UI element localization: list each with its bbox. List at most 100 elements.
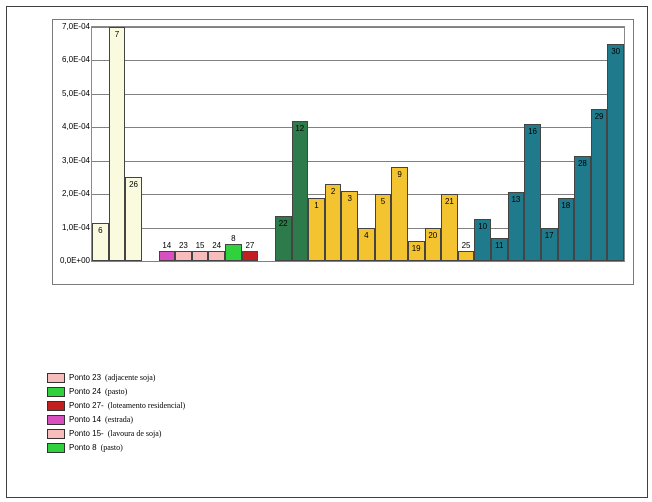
- bar-label: 20: [426, 231, 441, 240]
- legend-swatch: [47, 373, 65, 383]
- bar-label: 18: [559, 201, 574, 210]
- bar-label: 8: [226, 234, 241, 243]
- bar: 2: [325, 184, 342, 261]
- legend-swatch: [47, 443, 65, 453]
- bar-label: 28: [575, 159, 590, 168]
- bar: 23: [175, 251, 192, 261]
- legend-row: Ponto 27- (loteamento residencial): [47, 399, 185, 412]
- bar-label: 14: [160, 241, 175, 250]
- legend-desc: (lavoura de soja): [108, 427, 162, 440]
- bar: 25: [458, 251, 475, 261]
- bar: 7: [109, 27, 126, 261]
- bar: 11: [491, 238, 508, 261]
- bar: 21: [441, 194, 458, 261]
- bar-label: 26: [126, 180, 141, 189]
- bar: 10: [474, 219, 491, 261]
- y-tick-label: 1,0E-04: [50, 223, 90, 232]
- bar: 18: [558, 198, 575, 262]
- y-tick-label: 3,0E-04: [50, 156, 90, 165]
- bar-label: 2: [326, 187, 341, 196]
- bar-label: 19: [409, 244, 424, 253]
- legend-label: Ponto 23: [69, 371, 101, 384]
- bar: 1: [308, 198, 325, 262]
- bar-label: 4: [359, 231, 374, 240]
- legend-desc: (pasto): [101, 441, 123, 454]
- bar: 14: [159, 251, 176, 261]
- bar: 5: [375, 194, 392, 261]
- legend-row: Ponto 8 (pasto): [47, 441, 185, 454]
- bar-label: 9: [392, 170, 407, 179]
- bar: 29: [591, 109, 608, 261]
- legend-swatch: [47, 415, 65, 425]
- bar: 19: [408, 241, 425, 261]
- bar-label: 21: [442, 197, 457, 206]
- bar: 17: [541, 228, 558, 261]
- bar-label: 5: [376, 197, 391, 206]
- chart-area: 0,0E+001,0E-042,0E-043,0E-044,0E-045,0E-…: [52, 19, 634, 285]
- legend-swatch: [47, 401, 65, 411]
- legend-desc: (adjacente soja): [105, 371, 155, 384]
- bar-label: 1: [309, 201, 324, 210]
- bar: 8: [225, 244, 242, 261]
- bar-label: 16: [525, 127, 540, 136]
- gridline: [92, 127, 624, 128]
- bar-label: 29: [592, 112, 607, 121]
- bar-label: 7: [110, 30, 125, 39]
- bar: 4: [358, 228, 375, 261]
- bar-label: 15: [193, 241, 208, 250]
- legend-label: Ponto 15-: [69, 427, 104, 440]
- bar-label: 11: [492, 241, 507, 250]
- bar: 26: [125, 177, 142, 261]
- bar-label: 24: [209, 241, 224, 250]
- bar: 28: [574, 156, 591, 261]
- bar: 16: [524, 124, 541, 261]
- bar: 3: [341, 191, 358, 261]
- y-tick-label: 5,0E-04: [50, 89, 90, 98]
- legend: Ponto 23(adjacente soja)Ponto 24(pasto)P…: [47, 371, 185, 455]
- gridline: [92, 60, 624, 61]
- legend-swatch: [47, 387, 65, 397]
- bar: 27: [242, 251, 259, 261]
- legend-label: Ponto 8: [69, 441, 97, 454]
- legend-row: Ponto 24 (pasto): [47, 385, 185, 398]
- bar: 6: [92, 223, 109, 261]
- gridline: [92, 194, 624, 195]
- bar: 20: [425, 228, 442, 261]
- bar: 30: [607, 44, 624, 261]
- bar-label: 13: [509, 195, 524, 204]
- bar: 15: [192, 251, 209, 261]
- bar-label: 6: [93, 226, 108, 235]
- bar-label: 17: [542, 231, 557, 240]
- bar-label: 3: [342, 194, 357, 203]
- bar-label: 12: [293, 124, 308, 133]
- legend-label: Ponto 27-: [69, 399, 104, 412]
- y-tick-label: 6,0E-04: [50, 55, 90, 64]
- plot-area: 0,0E+001,0E-042,0E-043,0E-044,0E-045,0E-…: [91, 26, 625, 262]
- bar-label: 30: [608, 47, 623, 56]
- bar-label: 10: [475, 222, 490, 231]
- y-tick-label: 0,0E+00: [50, 256, 90, 265]
- legend-row: Ponto 23 (adjacente soja): [47, 371, 185, 384]
- bar-label: 22: [276, 219, 291, 228]
- gridline: [92, 94, 624, 95]
- bar: 24: [208, 251, 225, 261]
- gridline: [92, 27, 624, 28]
- bar-label: 23: [176, 241, 191, 250]
- bar: 9: [391, 167, 408, 261]
- gridline: [92, 161, 624, 162]
- bar-label: 27: [243, 241, 258, 250]
- legend-row: Ponto 14(estrada): [47, 413, 185, 426]
- legend-swatch: [47, 429, 65, 439]
- legend-desc: (estrada): [105, 413, 133, 426]
- legend-row: Ponto 15- (lavoura de soja): [47, 427, 185, 440]
- bar-label: 25: [459, 241, 474, 250]
- y-tick-label: 2,0E-04: [50, 189, 90, 198]
- bar: 22: [275, 216, 292, 261]
- y-tick-label: 7,0E-04: [50, 22, 90, 31]
- legend-desc: (loteamento residencial): [108, 399, 186, 412]
- gridline: [92, 261, 624, 262]
- figure-frame: Kv (m/s) 0,0E+001,0E-042,0E-043,0E-044,0…: [6, 6, 648, 498]
- legend-desc: (pasto): [105, 385, 127, 398]
- legend-label: Ponto 24: [69, 385, 101, 398]
- bar: 13: [508, 192, 525, 261]
